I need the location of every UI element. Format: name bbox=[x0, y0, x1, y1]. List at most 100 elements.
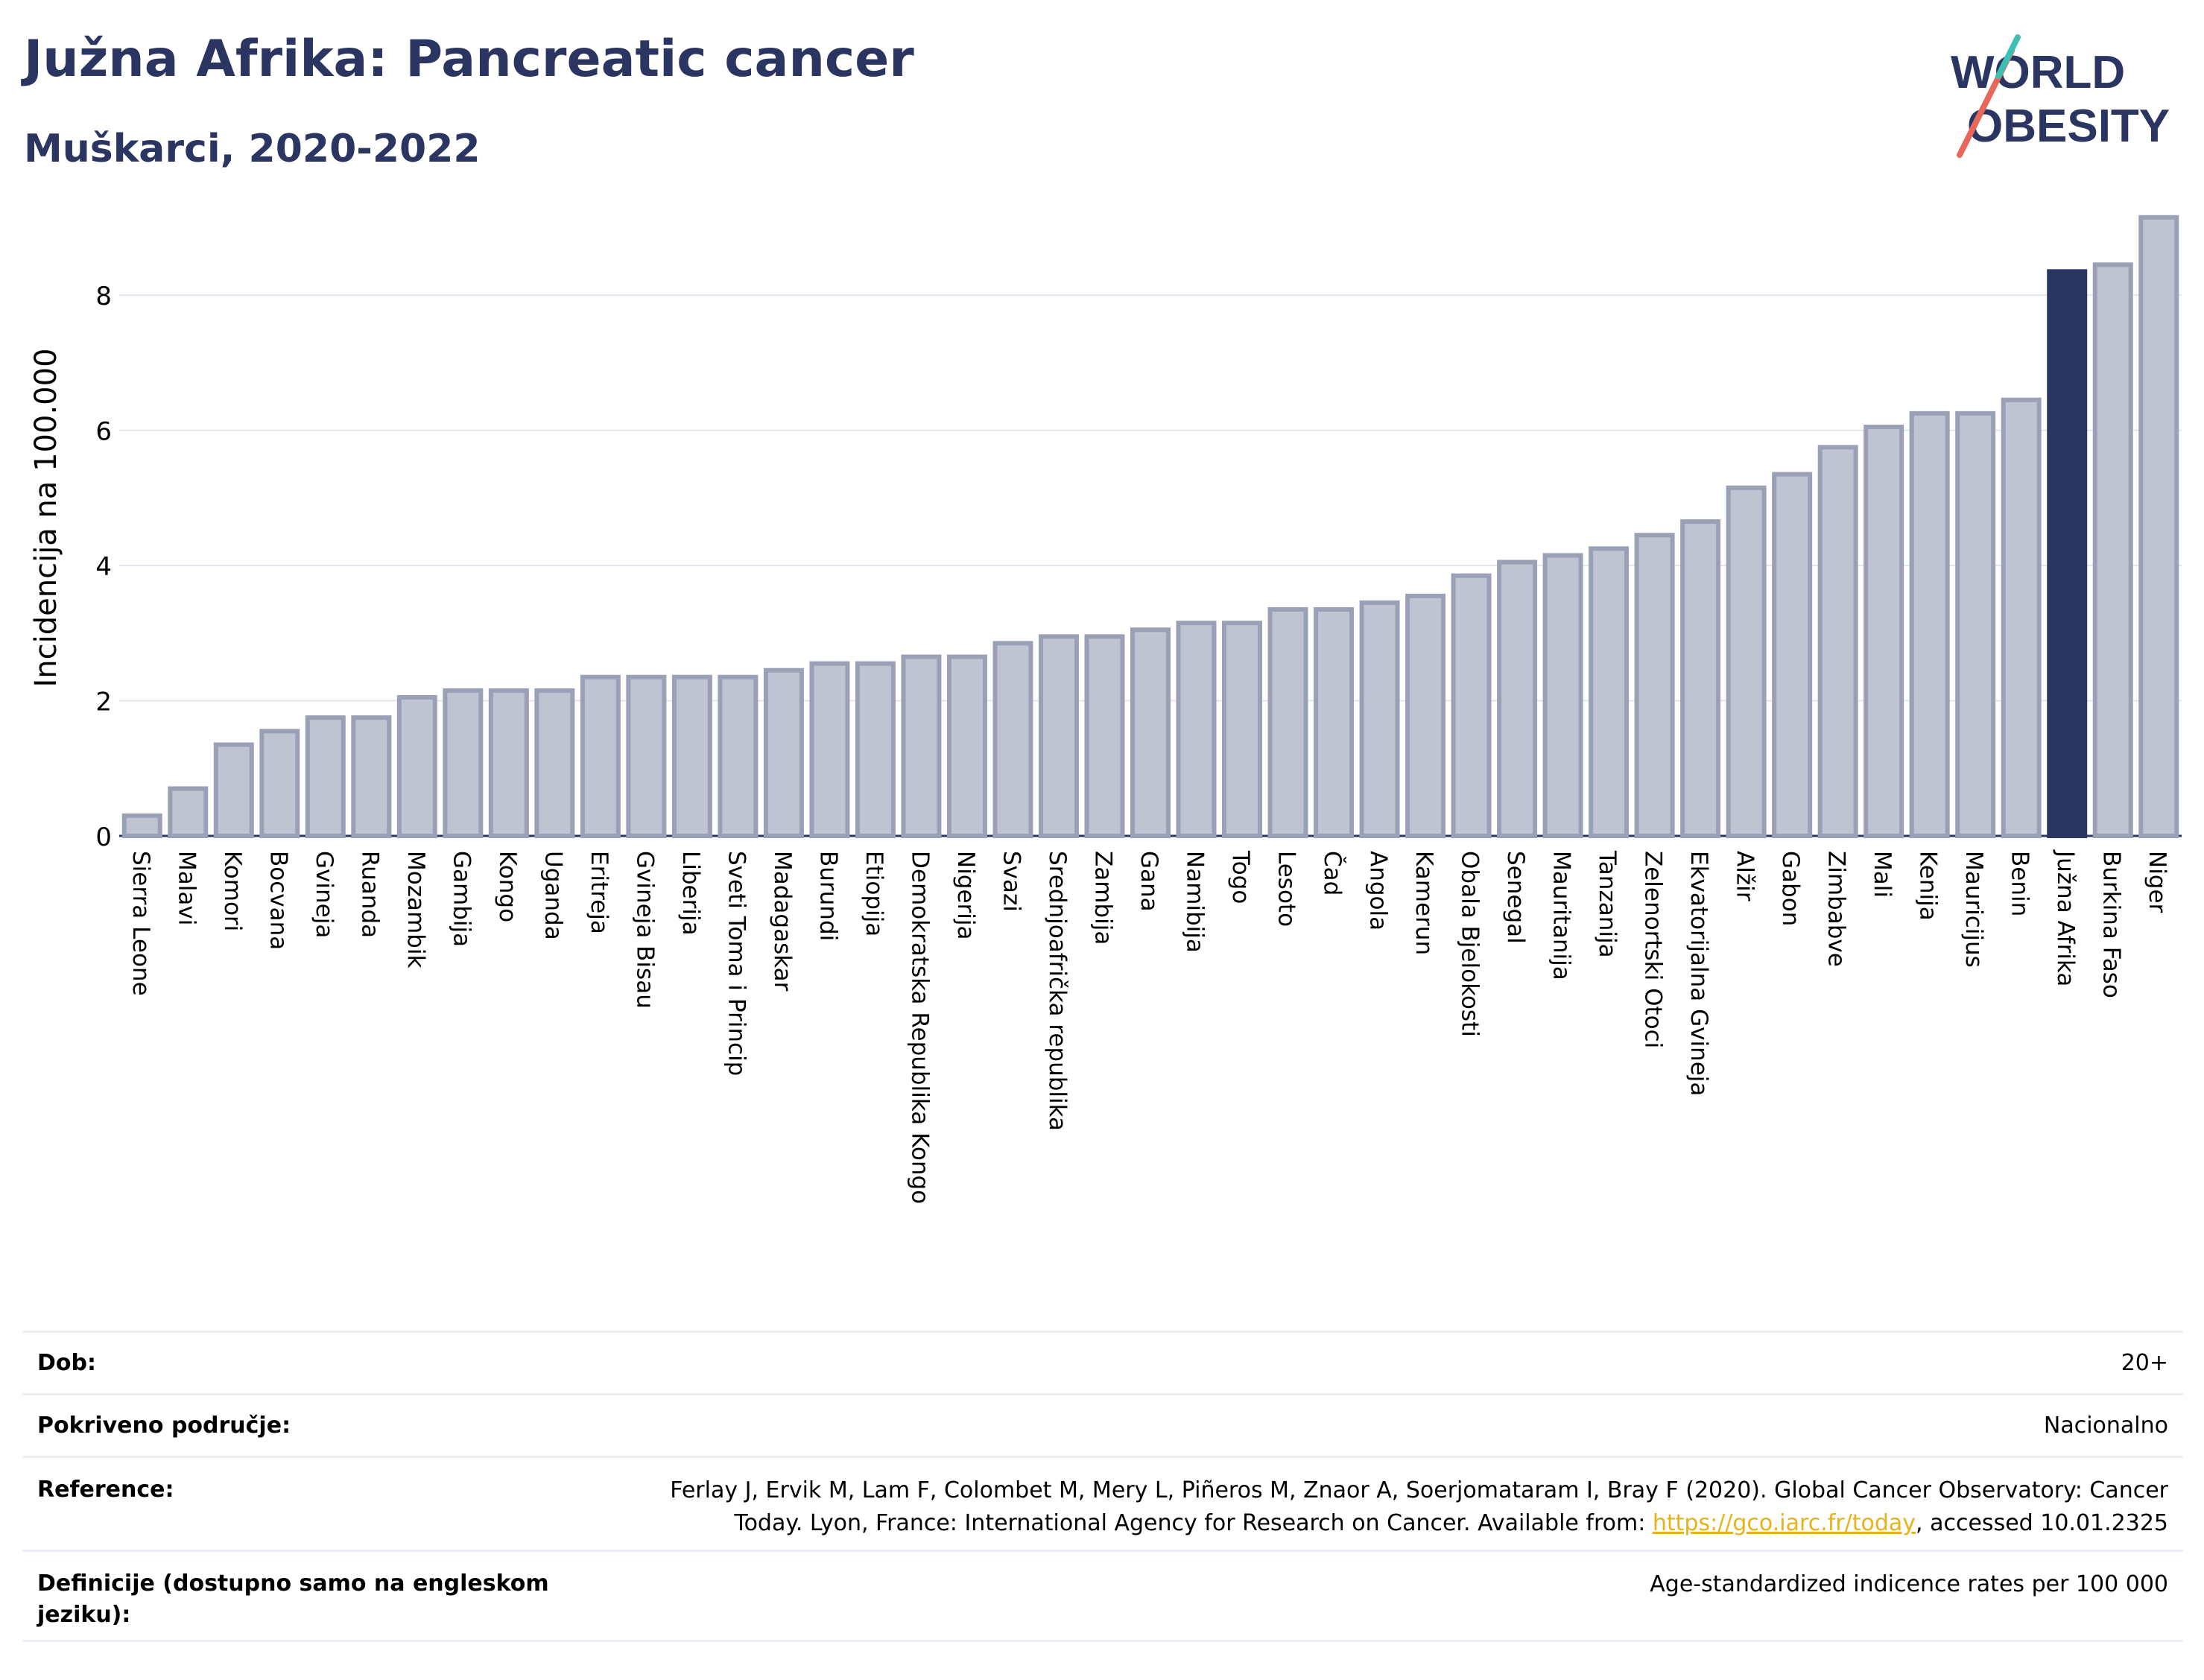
bar bbox=[1634, 533, 1675, 839]
bar bbox=[2138, 215, 2179, 839]
bar-chart: 0 2 4 6 8 Sierra Leone Malavi Komori Bocvana Gvi… bbox=[29, 215, 2182, 1204]
bar bbox=[1726, 485, 1767, 838]
x-tick-label: Demokratska Republika Kongo bbox=[906, 851, 933, 1204]
y-tick-label: 2 bbox=[95, 688, 112, 717]
bar bbox=[1267, 607, 1308, 838]
x-tick-label: Mauricijus bbox=[1960, 851, 1987, 968]
info-value: 20+ bbox=[2121, 1349, 2168, 1376]
logo-slash-teal bbox=[1995, 34, 2021, 79]
bar bbox=[1955, 411, 1996, 838]
bar bbox=[1038, 634, 1079, 838]
info-value: Age-standardized indicence rates per 100… bbox=[1650, 1571, 2168, 1597]
bar-highlight bbox=[2047, 269, 2088, 839]
bar bbox=[259, 729, 300, 839]
x-tick-label: Kamerun bbox=[1410, 851, 1437, 955]
bar bbox=[121, 813, 162, 838]
x-tick-label: Obala Bjelokosti bbox=[1457, 851, 1483, 1037]
info-value: Ferlay J, Ervik M, Lam F, Colombet M, Me… bbox=[604, 1474, 2168, 1550]
y-tick-labels: 0 2 4 6 8 bbox=[95, 282, 112, 852]
bar bbox=[626, 674, 667, 839]
x-tick-label: Sierra Leone bbox=[127, 851, 154, 996]
info-table: Dob: 20+ Pokriveno područje: Nacionalno … bbox=[22, 1331, 2183, 1642]
bar bbox=[1314, 607, 1355, 838]
x-tick-label: Gvineja bbox=[311, 851, 338, 938]
bar bbox=[901, 654, 942, 838]
bar bbox=[1497, 560, 1538, 839]
info-row-age: Dob: 20+ bbox=[22, 1331, 2183, 1393]
info-row-reference: Reference: Ferlay J, Ervik M, Lam F, Col… bbox=[22, 1456, 2183, 1550]
bar bbox=[1130, 627, 1171, 838]
bar bbox=[213, 742, 254, 838]
bar bbox=[1222, 621, 1263, 838]
bar bbox=[2001, 397, 2042, 838]
bar bbox=[443, 688, 484, 838]
x-tick-label: Zimbabve bbox=[1823, 851, 1850, 967]
bar bbox=[718, 674, 759, 839]
bar bbox=[488, 688, 529, 838]
reference-text: Today. Lyon, France: International Agenc… bbox=[734, 1510, 1653, 1536]
x-tick-label: Svazi bbox=[998, 851, 1025, 912]
x-tick-label: Ekvatorijalna Gvineja bbox=[1685, 851, 1712, 1096]
x-tick-label: Komori bbox=[219, 851, 246, 931]
bar bbox=[1542, 553, 1583, 838]
bar bbox=[1680, 519, 1721, 838]
x-tick-label: Srednjoafrička republika bbox=[1044, 851, 1071, 1131]
x-tick-label: Gvineja Bisau bbox=[631, 851, 658, 1009]
x-tick-label: Tanzanija bbox=[1594, 850, 1621, 958]
bar bbox=[1084, 634, 1125, 838]
bar bbox=[2092, 262, 2133, 838]
x-tick-label: Eritreja bbox=[586, 851, 612, 934]
bar bbox=[1405, 593, 1446, 838]
x-tick-label: Kongo bbox=[494, 851, 521, 922]
y-axis-label: Incidencija na 100.000 bbox=[29, 348, 63, 687]
bar bbox=[1176, 621, 1217, 838]
x-tick-label: Mauritanija bbox=[1548, 851, 1575, 980]
x-tick-label: Namibija bbox=[1182, 851, 1209, 953]
x-tick-label: Sveti Toma i Princip bbox=[723, 851, 750, 1076]
x-tick-label: Uganda bbox=[539, 851, 566, 940]
bar bbox=[809, 661, 850, 838]
x-tick-label: Nigerija bbox=[952, 851, 979, 940]
bar bbox=[992, 641, 1033, 839]
logo-line-2: OBESITY bbox=[1967, 101, 2170, 152]
x-tick-label: Bocvana bbox=[265, 851, 291, 950]
info-row-coverage: Pokriveno područje: Nacionalno bbox=[22, 1393, 2183, 1456]
x-tick-label: Alžir bbox=[1732, 851, 1758, 901]
x-tick-label: Mozambik bbox=[402, 851, 429, 968]
x-tick-label: Ruanda bbox=[356, 851, 383, 938]
info-key: Dob: bbox=[37, 1349, 96, 1376]
reference-line-1: Ferlay J, Ervik M, Lam F, Colombet M, Me… bbox=[670, 1477, 2168, 1503]
bar bbox=[1451, 573, 1492, 838]
x-tick-label: Senegal bbox=[1502, 851, 1529, 944]
x-tick-label: Niger bbox=[2144, 851, 2170, 913]
y-tick-label: 0 bbox=[95, 822, 112, 852]
x-tick-label: Mali bbox=[1869, 851, 1896, 898]
x-tick-label: Zambija bbox=[1089, 851, 1116, 945]
bar bbox=[168, 786, 209, 839]
reference-line-2: Today. Lyon, France: International Agenc… bbox=[604, 1507, 2168, 1540]
info-key: Pokriveno područje: bbox=[37, 1412, 291, 1439]
x-tick-label: Čad bbox=[1319, 851, 1346, 896]
reference-link[interactable]: https://gco.iarc.fr/today bbox=[1652, 1510, 1916, 1536]
x-tick-label: Lesoto bbox=[1273, 851, 1300, 927]
bar bbox=[580, 674, 621, 839]
x-tick-label: Etiopija bbox=[861, 851, 887, 936]
x-tick-label: Burundi bbox=[814, 851, 841, 941]
x-tick-labels: Sierra Leone Malavi Komori Bocvana Gvineja Ru… bbox=[127, 849, 2170, 1204]
bar bbox=[351, 715, 392, 838]
info-key: Definicije (dostupno samo na engleskom j… bbox=[37, 1570, 549, 1628]
x-tick-label: Južna Afrika bbox=[2052, 849, 2079, 986]
logo-line-1: WORLD bbox=[1951, 47, 2125, 98]
x-tick-label: Liberija bbox=[677, 851, 704, 936]
reference-accessed: , accessed 10.01.2325 bbox=[1916, 1510, 2168, 1536]
bar bbox=[1589, 546, 1630, 838]
y-tick-label: 4 bbox=[95, 552, 112, 582]
bar bbox=[1909, 411, 1950, 838]
info-row-definitions: Definicije (dostupno samo na engleskom j… bbox=[22, 1550, 2183, 1642]
info-key: Reference: bbox=[37, 1477, 174, 1503]
x-tick-label: Togo bbox=[1227, 850, 1254, 904]
x-tick-label: Angola bbox=[1365, 851, 1392, 931]
bar bbox=[305, 715, 346, 838]
bar bbox=[1817, 445, 1858, 838]
y-tick-label: 8 bbox=[95, 282, 112, 311]
